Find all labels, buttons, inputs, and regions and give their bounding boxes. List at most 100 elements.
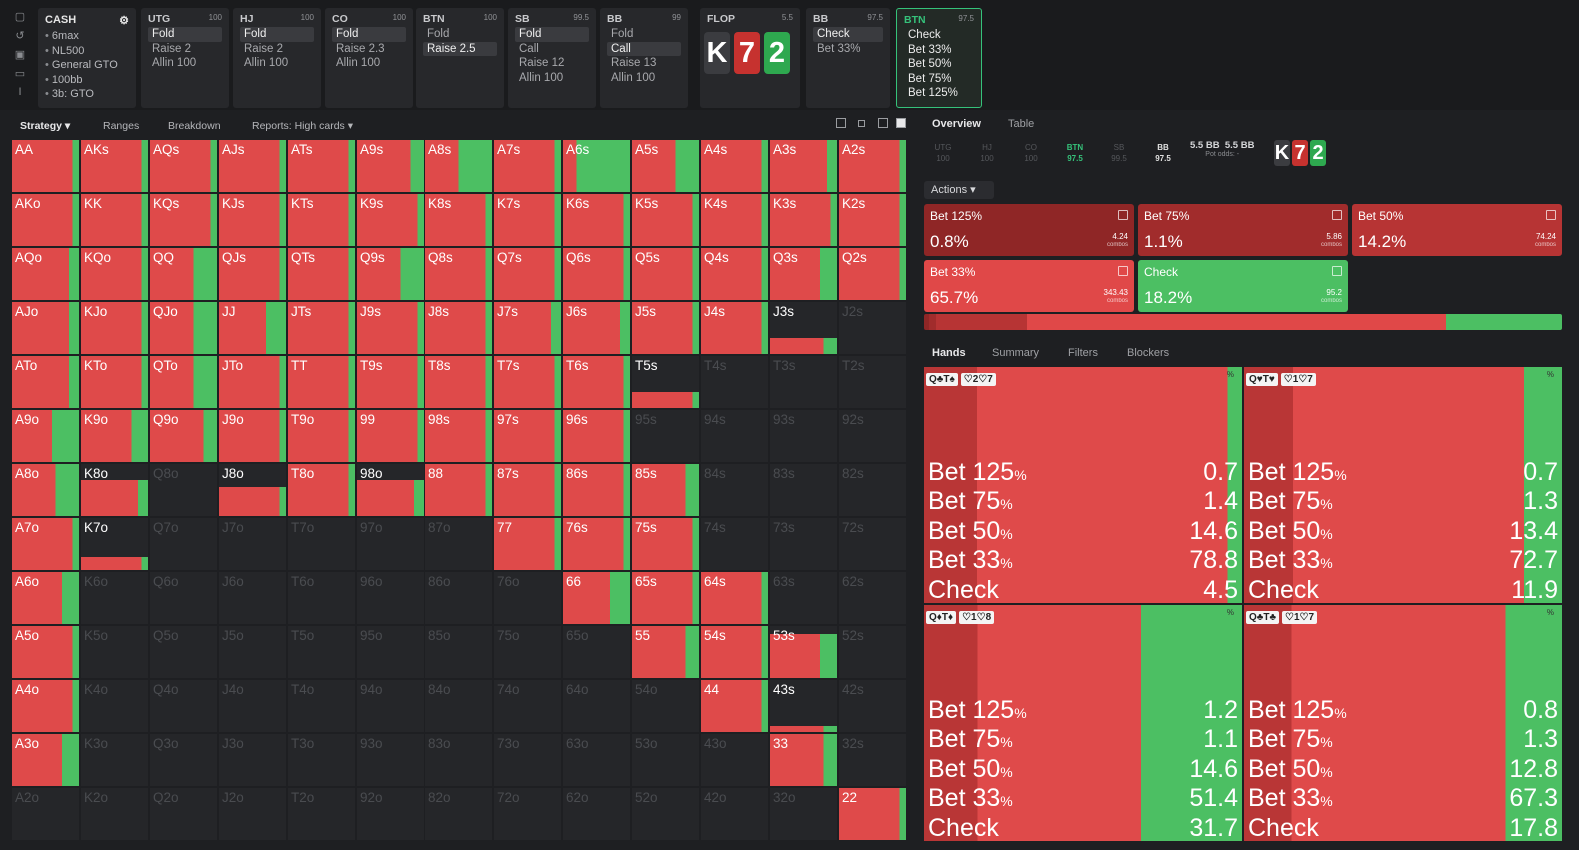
hand-cell[interactable]: 73o — [494, 734, 561, 786]
hand-cell[interactable]: Q7o — [150, 518, 217, 570]
hand-cell[interactable]: J7s — [494, 302, 561, 354]
hand-cell[interactable]: KQs — [150, 194, 217, 246]
hand-cell[interactable]: 98s — [425, 410, 492, 462]
hand-cell[interactable]: 63s — [770, 572, 837, 624]
action-box[interactable]: Bet 75% 1.1% 5.86 combos — [1138, 204, 1348, 256]
hand-cell[interactable]: T8o — [288, 464, 355, 516]
actions-dropdown[interactable]: Actions ▾ — [924, 181, 994, 199]
hand-cell[interactable]: AKo — [12, 194, 79, 246]
tab-hands[interactable]: Hands — [932, 347, 966, 359]
hand-cell[interactable]: A2s — [839, 140, 906, 192]
hand-cell[interactable]: 43s — [770, 680, 837, 732]
hand-cell[interactable]: A6s — [563, 140, 630, 192]
expand-icon[interactable] — [1118, 266, 1128, 276]
action-option[interactable]: Fold — [427, 28, 450, 40]
save-icon[interactable]: ▣ — [14, 49, 26, 61]
hand-cell[interactable]: A8s — [425, 140, 492, 192]
hand-cell[interactable]: 86s — [563, 464, 630, 516]
hand-cell[interactable]: 74s — [701, 518, 768, 570]
percent-toggle[interactable]: % — [1546, 608, 1554, 617]
hand-cell[interactable]: TT — [288, 356, 355, 408]
hand-cell[interactable]: 32s — [839, 734, 906, 786]
action-option[interactable]: Allin 100 — [152, 57, 197, 69]
hand-cell[interactable]: T4s — [701, 356, 768, 408]
hand-cell[interactable]: KJo — [81, 302, 148, 354]
hand-cell[interactable]: 92o — [357, 788, 424, 840]
hand-cell[interactable]: 52s — [839, 626, 906, 678]
seat-bb[interactable]: BB 97.5 — [1148, 140, 1178, 166]
hand-cell[interactable]: 64s — [701, 572, 768, 624]
position-btn[interactable]: BTN 100 Fold Raise 2.5 — [416, 8, 504, 108]
view-small-icon[interactable] — [858, 120, 865, 127]
hand-cell[interactable]: T9o — [288, 410, 355, 462]
grid-view-icon[interactable] — [878, 118, 888, 128]
hand-cell[interactable]: J2s — [839, 302, 906, 354]
hand-cell[interactable]: 73s — [770, 518, 837, 570]
hand-cell[interactable]: J2o — [219, 788, 286, 840]
hand-cell[interactable]: 76o — [494, 572, 561, 624]
hand-cell[interactable]: Q7s — [494, 248, 561, 300]
hand-cell[interactable]: K8o — [81, 464, 148, 516]
hand-cell[interactable]: T2o — [288, 788, 355, 840]
position-co[interactable]: CO 100 Fold Raise 2.3 Allin 100 — [325, 8, 413, 108]
action-option[interactable]: Fold — [332, 27, 406, 42]
seat-hj[interactable]: HJ 100 — [972, 140, 1002, 166]
action-option[interactable]: Bet 33% — [908, 43, 952, 56]
hand-cell[interactable]: 75o — [494, 626, 561, 678]
hand-cell[interactable]: A6o — [12, 572, 79, 624]
hand-cell[interactable]: 99 — [357, 410, 424, 462]
hand-cell[interactable]: K3o — [81, 734, 148, 786]
hand-cell[interactable]: QQ — [150, 248, 217, 300]
action-option[interactable]: Fold — [240, 27, 314, 42]
hand-cell[interactable]: 96o — [357, 572, 424, 624]
action-box[interactable]: Bet 125% 0.8% 4.24 combos — [924, 204, 1134, 256]
hand-cell[interactable]: J4s — [701, 302, 768, 354]
action-option[interactable]: Allin 100 — [336, 57, 381, 69]
hand-cell[interactable]: T6s — [563, 356, 630, 408]
hand-cell[interactable]: Q5o — [150, 626, 217, 678]
percent-toggle[interactable]: % — [1226, 370, 1234, 379]
hand-cell[interactable]: KQo — [81, 248, 148, 300]
hand-cell[interactable]: 83o — [425, 734, 492, 786]
hand-cell[interactable]: JJ — [219, 302, 286, 354]
hand-cell[interactable]: 94o — [357, 680, 424, 732]
hand-cell[interactable]: 63o — [563, 734, 630, 786]
hand-cell[interactable]: A9s — [357, 140, 424, 192]
action-option[interactable]: Fold — [515, 27, 589, 42]
action-option[interactable]: Bet 50% — [908, 58, 952, 70]
hand-cell[interactable]: J7o — [219, 518, 286, 570]
hand-cell[interactable]: 65s — [632, 572, 699, 624]
hand-cell[interactable]: A7s — [494, 140, 561, 192]
hand-cell[interactable]: KJs — [219, 194, 286, 246]
hand-cell[interactable]: Q8o — [150, 464, 217, 516]
hand-panel[interactable]: Q♥T♥ ♡1♡7% Bet 125% 0.7 Bet 75% 1.3 Bet 50% 13.… — [1244, 367, 1562, 603]
hand-cell[interactable]: T7o — [288, 518, 355, 570]
hand-panel[interactable]: Q♣T♣ ♡1♡7% Bet 125% 0.8 Bet 75% 1.3 Bet 50% 12.… — [1244, 605, 1562, 841]
position-utg[interactable]: UTG 100 Fold Raise 2 Allin 100 — [141, 8, 229, 108]
hand-cell[interactable]: J3s — [770, 302, 837, 354]
breakdown-tab[interactable]: Breakdown — [168, 120, 221, 132]
hand-cell[interactable]: 97o — [357, 518, 424, 570]
action-option[interactable]: Raise 2.3 — [336, 42, 385, 55]
hand-cell[interactable]: 62o — [563, 788, 630, 840]
hand-cell[interactable]: 75s — [632, 518, 699, 570]
hand-cell[interactable]: 42o — [701, 788, 768, 840]
hand-cell[interactable]: A4s — [701, 140, 768, 192]
hand-cell[interactable]: Q3s — [770, 248, 837, 300]
tab-blockers[interactable]: Blockers — [1127, 347, 1170, 359]
tab-filters[interactable]: Filters — [1068, 347, 1098, 359]
action-option[interactable]: Allin 100 — [244, 57, 289, 69]
hand-cell[interactable]: 98o — [357, 464, 424, 516]
hand-cell[interactable]: 22 — [839, 788, 906, 840]
hand-cell[interactable]: 77 — [494, 518, 561, 570]
hand-panel[interactable]: Q♣T♠ ♡2♡7% Bet 125% 0.7 Bet 75% 1.4 Bet 50% 14.… — [924, 367, 1242, 603]
hand-cell[interactable]: T2s — [839, 356, 906, 408]
history-icon[interactable]: ↺ — [15, 30, 25, 42]
hand-cell[interactable]: AJo — [12, 302, 79, 354]
hand-cell[interactable]: T3o — [288, 734, 355, 786]
action-option[interactable]: Raise 13 — [611, 57, 657, 69]
action-option[interactable]: Bet 125% — [908, 87, 958, 99]
hand-cell[interactable]: 86o — [425, 572, 492, 624]
card-icon[interactable]: ▭ — [14, 68, 26, 80]
